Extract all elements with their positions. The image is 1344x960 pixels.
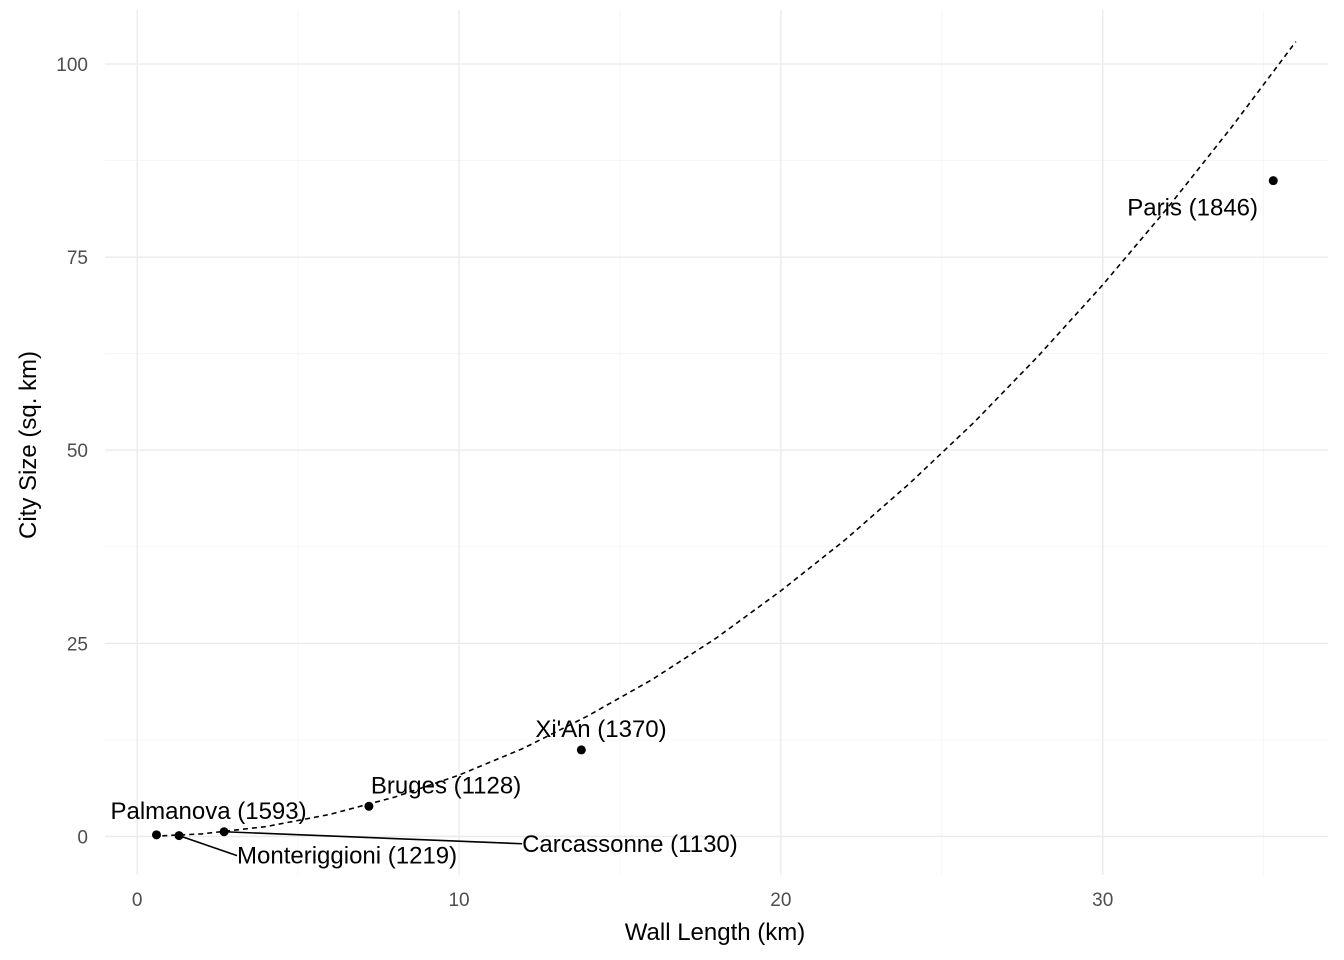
data-point: [576, 745, 586, 755]
y-tick-label: 100: [56, 55, 88, 76]
data-point: [151, 830, 161, 840]
point-labels: Palmanova (1593) Monteriggioni (1219) Carc…: [110, 195, 1258, 870]
x-tick-label: 20: [770, 890, 791, 911]
label-leader-line: [178, 834, 238, 857]
point-label: Bruges (1128): [371, 772, 521, 799]
data-point: [219, 827, 229, 837]
x-tick-label: 10: [448, 890, 469, 911]
label-leader-line: [224, 830, 523, 845]
y-tick-label: 75: [67, 248, 88, 269]
grid: [105, 10, 1328, 875]
trend-line: [153, 41, 1297, 837]
y-axis-title: City Size (sq. km): [15, 351, 42, 539]
point-label: Carcassonne (1130): [522, 831, 738, 858]
point-label: Palmanova (1593): [110, 798, 306, 825]
label-leaders: [178, 830, 523, 857]
x-axis-title: Wall Length (km): [625, 919, 806, 946]
point-label: Paris (1846): [1127, 195, 1258, 222]
y-tick-label: 25: [67, 634, 88, 655]
point-label: Monteriggioni (1219): [237, 843, 457, 870]
y-tick-label: 50: [67, 441, 88, 462]
x-axis-ticks: 0 10 20 30: [132, 890, 1113, 911]
data-point: [1268, 176, 1278, 186]
point-label: Xi'An (1370): [535, 716, 666, 743]
data-points: [151, 176, 1278, 841]
data-point: [174, 831, 184, 841]
x-tick-label: 30: [1092, 890, 1113, 911]
y-tick-label: 0: [77, 827, 88, 848]
data-point: [364, 801, 374, 811]
x-tick-label: 0: [132, 890, 143, 911]
y-axis-ticks: 0 25 50 75 100: [56, 55, 88, 848]
